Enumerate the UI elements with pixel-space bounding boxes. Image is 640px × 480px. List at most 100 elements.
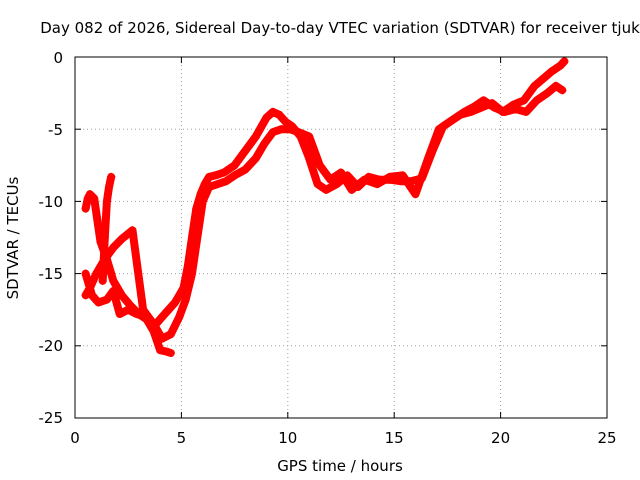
data-point [85,190,94,199]
x-tick-label: 10 [278,429,297,447]
y-axis-label: SDTVAR / TECUs [4,176,22,299]
data-point [205,172,214,181]
data-layer [81,57,569,358]
series-trace [81,57,569,343]
data-point [498,107,507,116]
data-point [230,161,239,170]
data-point [117,291,126,300]
data-point [305,132,314,141]
data-point [88,291,97,300]
data-point [434,125,443,134]
x-tick-label: 5 [177,429,187,447]
data-point [532,96,541,105]
data-point [81,269,90,278]
data-point [188,269,197,278]
data-point [262,113,271,122]
data-point [241,165,250,174]
data-point [466,107,475,116]
data-point [213,180,222,189]
data-point [109,286,118,295]
data-point [251,132,260,141]
data-point [100,233,109,242]
data-point [543,89,552,98]
data-point [109,243,118,252]
data-point [141,312,150,321]
x-tick-label: 15 [385,429,404,447]
data-point [164,305,173,314]
series-sdtvar-spike [98,172,116,285]
data-point [162,347,171,356]
data-point [105,182,114,191]
y-tick-labels: 0 -5 -10 -15 -20 -25 [39,49,64,427]
x-tick-label: 20 [491,429,510,447]
data-point [175,291,184,300]
y-tick-label: -5 [48,121,63,139]
data-point [551,81,560,90]
data-point [175,312,184,321]
data-point [128,226,137,235]
grid [75,57,607,418]
data-point [560,57,569,66]
data-point [558,86,567,95]
data-point [268,107,277,116]
y-tick-label: -25 [39,409,64,427]
data-point [522,107,531,116]
data-point [373,180,382,189]
data-point [305,154,314,163]
series-sdtvar-alt [81,57,569,343]
data-point [285,125,294,134]
y-tick-label: -10 [39,193,64,211]
data-point [230,171,239,180]
data-point [326,175,335,184]
data-point [158,312,167,321]
data-point [424,154,433,163]
data-point [132,310,141,319]
data-point [322,185,331,194]
data-point [277,125,286,134]
data-point [488,99,497,108]
data-point [102,197,111,206]
data-point [445,117,454,126]
data-point [315,161,324,170]
data-point [205,182,214,191]
data-point [102,295,111,304]
data-point [81,204,90,213]
series-sdtvar-low [81,269,175,358]
data-point [181,295,190,304]
data-point [124,305,133,314]
data-point [117,234,126,243]
y-tick-label: 0 [53,49,63,67]
data-point [347,185,356,194]
y-tick-label: -15 [39,265,64,283]
data-point [241,146,250,155]
chart-title: Day 082 of 2026, Sidereal Day-to-day VTE… [40,19,640,37]
data-point [294,128,303,137]
data-point [222,177,231,186]
series-sdtvar-main [81,81,567,329]
data-point [219,168,228,177]
data-point [107,172,116,181]
data-point [171,298,180,307]
data-point [360,175,369,184]
data-point [98,276,107,285]
x-tick-label: 25 [597,429,616,447]
data-point [530,81,539,90]
data-point [313,180,322,189]
data-point [556,61,565,70]
x-tick-labels: 0 5 10 15 20 25 [70,429,616,447]
data-point [520,96,529,105]
data-point [275,110,284,119]
data-point [398,171,407,180]
data-point [332,180,341,189]
x-tick-label: 0 [70,429,80,447]
data-point [411,190,420,199]
data-point [166,330,175,339]
data-point [194,226,203,235]
plot-frame [74,56,608,419]
data-point [198,197,207,206]
x-axis-label: GPS time / hours [277,457,403,475]
data-point [90,194,99,203]
y-tick-label: -20 [39,337,64,355]
data-point [166,349,175,358]
data-point [92,269,101,278]
